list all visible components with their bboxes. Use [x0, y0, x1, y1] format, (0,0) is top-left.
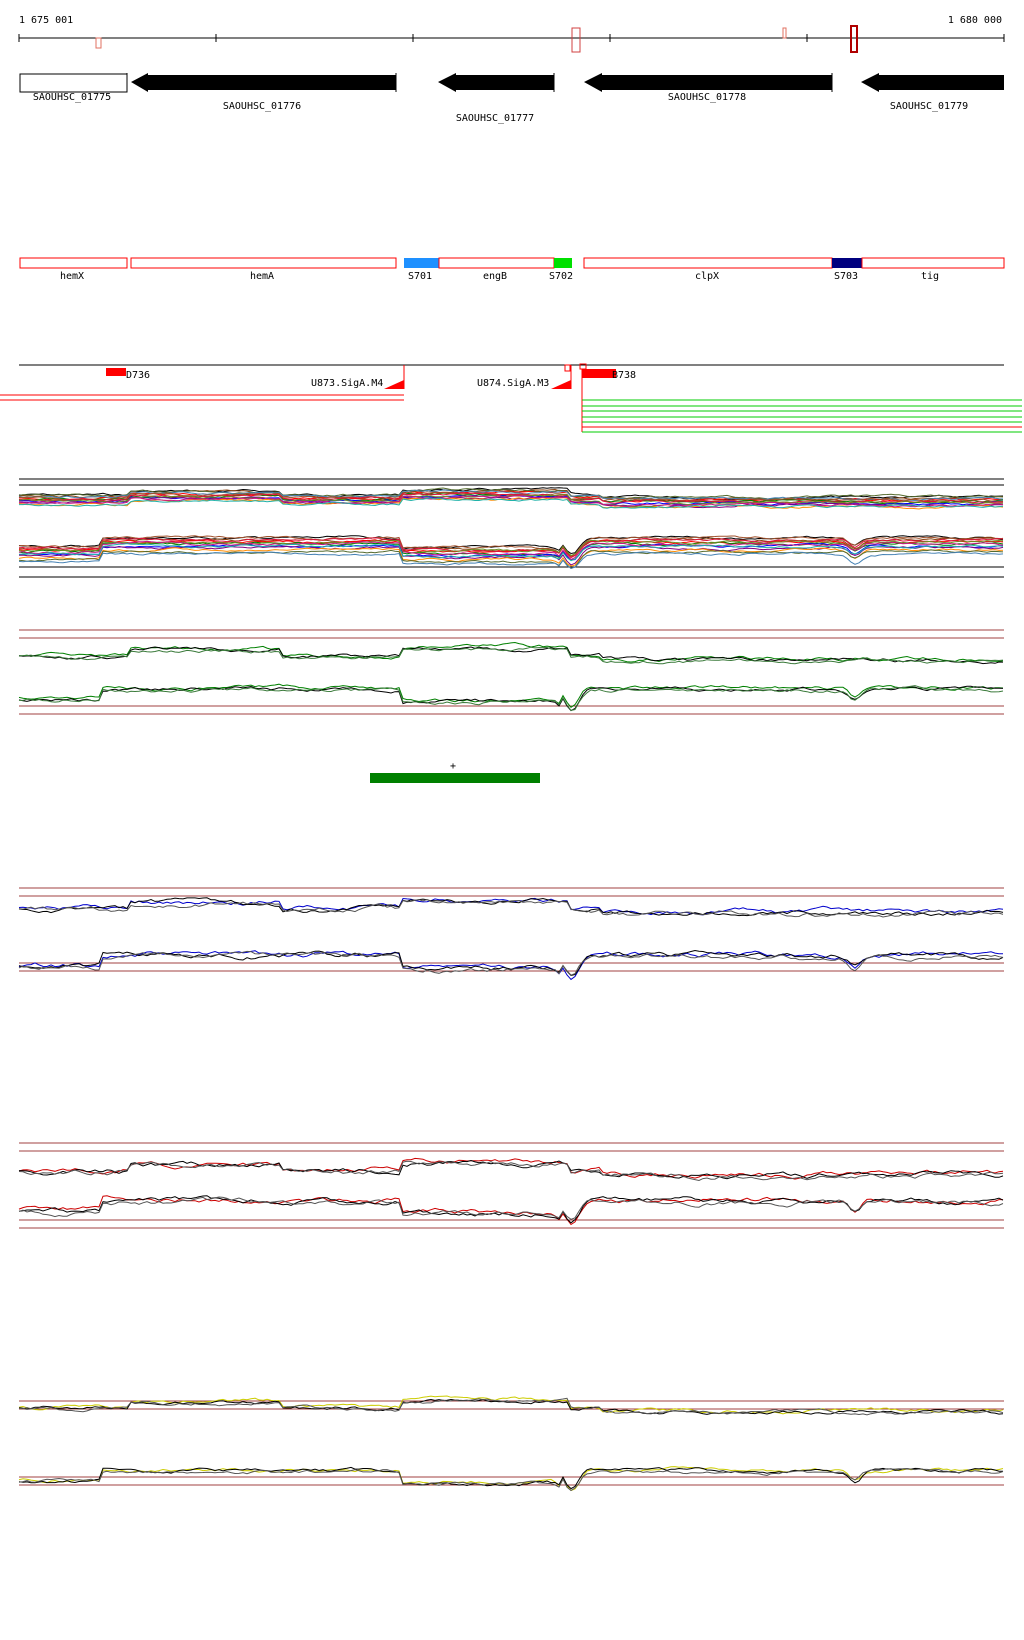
- annotation-label: hemX: [60, 271, 84, 282]
- gene-label: SAOUHSC_01778: [668, 92, 746, 103]
- annotation-label: S701: [408, 271, 432, 282]
- expression-trace: [18, 1195, 1004, 1224]
- coordinate-ruler: 1 675 001 1 680 000: [18, 15, 1005, 53]
- expression-trace: [18, 487, 1004, 500]
- expression-trace: [18, 1397, 1004, 1416]
- annotation-box[interactable]: [583, 257, 833, 269]
- ruler-feature-mark: [95, 37, 102, 49]
- expression-trace: [18, 1196, 1004, 1220]
- expression-trace: [18, 950, 1004, 976]
- regulatory-track: D736 U873.SigA.M4 U874.SigA.M3 B738: [0, 363, 1022, 433]
- expression-trace: [18, 641, 1004, 663]
- gene-label: SAOUHSC_01775: [33, 92, 111, 103]
- annotation-box[interactable]: [861, 257, 1005, 269]
- expression-track-blue: [18, 887, 1004, 981]
- gene-track: SAOUHSC_01775 SAOUHSC_01776 SAOUHSC_0177…: [19, 73, 1004, 124]
- expression-trace: [18, 547, 1004, 567]
- expression-track-green: [18, 629, 1004, 715]
- expression-traces: [18, 1157, 1004, 1226]
- gene-arrow[interactable]: [19, 73, 128, 93]
- expression-track-yellow: [18, 1395, 1004, 1492]
- gene-arrow[interactable]: [131, 73, 396, 92]
- regulatory-label: B738: [612, 370, 636, 381]
- annotation-label: hemA: [250, 271, 274, 282]
- expression-traces: [18, 641, 1004, 712]
- regulatory-label: U874.SigA.M3: [477, 378, 549, 389]
- marker-label: +: [450, 761, 456, 772]
- expression-trace: [18, 494, 1003, 508]
- annotation-segment[interactable]: [832, 258, 862, 268]
- expression-trace: [18, 897, 1004, 917]
- ruler-feature-mark: [571, 27, 581, 53]
- expression-trace: [18, 1467, 1004, 1492]
- annotation-segment[interactable]: [404, 258, 439, 268]
- regulatory-block[interactable]: [106, 368, 126, 376]
- gene-label: SAOUHSC_01776: [223, 101, 301, 112]
- expression-trace: [18, 1159, 1004, 1180]
- expression-trace: [18, 545, 1004, 566]
- annotation-segment[interactable]: [554, 258, 572, 268]
- annotation-track: hemX hemA S701 engB S702 clpX S703 tig: [19, 257, 1005, 282]
- end-coordinate-label: 1 680 000: [948, 15, 1002, 26]
- expression-track-all: [18, 478, 1004, 578]
- expression-trace: [18, 1395, 1004, 1415]
- annotation-box[interactable]: [130, 257, 397, 269]
- start-coordinate-label: 1 675 001: [19, 15, 73, 26]
- expression-trace: [18, 551, 1004, 569]
- ruler-feature-mark: [782, 27, 787, 39]
- promoter-flag[interactable]: [384, 380, 404, 389]
- expression-trace: [18, 537, 1004, 559]
- expression-trace: [18, 683, 1004, 708]
- expression-trace: [18, 646, 1004, 665]
- expression-trace: [18, 646, 1004, 665]
- annotation-label: S702: [549, 271, 573, 282]
- expression-trace: [18, 495, 1004, 508]
- gene-label: SAOUHSC_01779: [890, 101, 968, 112]
- expression-trace: [18, 543, 1004, 562]
- expression-trace: [18, 535, 1004, 557]
- expression-trace: [18, 1466, 1004, 1490]
- gene-arrow[interactable]: [861, 73, 1004, 92]
- expression-trace: [19, 685, 1004, 711]
- expression-trace: [18, 539, 1004, 557]
- expression-trace: [18, 540, 1004, 561]
- expression-trace: [18, 1160, 1004, 1182]
- gene-label: SAOUHSC_01777: [456, 113, 534, 124]
- annotation-label: tig: [921, 271, 939, 282]
- expression-trace: [18, 549, 1004, 569]
- marker-track: +: [370, 761, 540, 783]
- annotation-label: engB: [483, 271, 507, 282]
- expression-trace: [18, 685, 1004, 712]
- regulatory-label: D736: [126, 370, 150, 381]
- regulatory-block[interactable]: [582, 369, 616, 378]
- ruler-feature-mark: [850, 25, 858, 53]
- expression-traces: [18, 1395, 1004, 1492]
- expression-track-red: [18, 1142, 1004, 1229]
- expression-traces: [18, 487, 1004, 569]
- expression-trace: [18, 898, 1004, 918]
- expression-trace: [19, 497, 1004, 509]
- gene-arrow[interactable]: [438, 73, 554, 92]
- annotation-label: S703: [834, 271, 858, 282]
- expression-traces: [18, 897, 1004, 981]
- expression-trace: [18, 949, 1004, 976]
- annotation-box[interactable]: [19, 257, 128, 269]
- promoter-flag[interactable]: [551, 380, 571, 389]
- annotation-box[interactable]: [438, 257, 555, 269]
- gene-arrow[interactable]: [584, 73, 832, 92]
- expression-trace: [18, 489, 1004, 501]
- regulatory-mark: [564, 364, 571, 372]
- expression-trace: [18, 1466, 1004, 1492]
- marker-bar[interactable]: [370, 773, 540, 783]
- expression-trace: [18, 1157, 1004, 1180]
- annotation-label: clpX: [695, 271, 719, 282]
- regulatory-label: U873.SigA.M4: [311, 378, 383, 389]
